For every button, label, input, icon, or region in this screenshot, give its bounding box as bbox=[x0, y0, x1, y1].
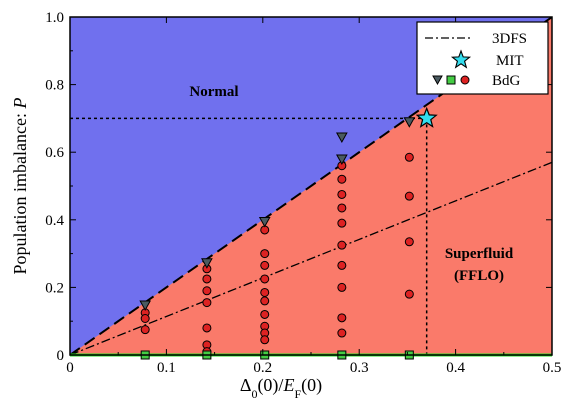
legend-bdg-circle bbox=[460, 75, 470, 85]
bdg-triangle-point bbox=[335, 132, 348, 144]
legend-mit-star bbox=[450, 49, 472, 69]
y-tick-label: 0.4 bbox=[45, 213, 64, 229]
axes: 0 0.1 0.2 0.3 0.4 0.5 0 0.2 0.4 0.6 0.8 1.0 Δ0(0)/EF… bbox=[10, 10, 561, 401]
legend-bdg-square bbox=[446, 75, 456, 85]
bdg-circle-point bbox=[337, 218, 347, 228]
bdg-circle-point bbox=[404, 237, 414, 247]
bdg-circle-point bbox=[140, 313, 150, 323]
y-tick-label: 0.2 bbox=[45, 280, 64, 296]
x-tick-label: 0 bbox=[66, 360, 74, 376]
y-tick-label: 1.0 bbox=[45, 10, 64, 26]
bdg-triangle-point bbox=[201, 258, 213, 269]
legend-3dfs-label: 3DFS bbox=[492, 31, 527, 47]
y-tick-label: 0 bbox=[57, 348, 65, 364]
bdg-circle-point bbox=[337, 240, 347, 250]
bdg-circle-point bbox=[337, 282, 347, 292]
bdg-circle-point bbox=[337, 174, 347, 184]
bdg-circle-point bbox=[202, 298, 212, 308]
bdg-circle-point bbox=[260, 296, 270, 306]
bdg-circle-point bbox=[337, 203, 347, 213]
legend-bdg-label: BdG bbox=[492, 73, 521, 89]
bdg-circle-point bbox=[260, 260, 270, 270]
bdg-circle-point bbox=[404, 152, 414, 162]
x-axis-title: Δ0(0)/EF(0) bbox=[240, 375, 322, 401]
bdg-triangle-point bbox=[139, 300, 152, 312]
superfluid-region-label: Superfluid bbox=[445, 246, 514, 262]
bdg-circle-point bbox=[202, 274, 212, 284]
bdg-triangle-point bbox=[403, 117, 416, 128]
bdg-circle-point bbox=[337, 260, 347, 270]
bdg-circle-point bbox=[337, 189, 347, 199]
bdg-circle-point bbox=[337, 313, 347, 323]
y-tick-label: 0.8 bbox=[45, 78, 64, 94]
x-tick-label: 0.5 bbox=[543, 360, 562, 376]
bdg-circle-point bbox=[337, 328, 347, 338]
bdg-circle-point bbox=[202, 286, 212, 296]
legend: 3DFS MIT BdG bbox=[416, 21, 549, 95]
bdg-circle-point bbox=[260, 249, 270, 259]
three-dfs-line bbox=[69, 161, 553, 356]
bdg-circle-point bbox=[404, 289, 414, 299]
fflo-region-label: (FFLO) bbox=[454, 268, 504, 284]
y-axis-title: Population imbalance: P bbox=[10, 98, 30, 275]
bdg-circle-point bbox=[140, 325, 150, 335]
bdg-circle-point bbox=[260, 274, 270, 284]
x-tick-label: 0.4 bbox=[446, 360, 465, 376]
bdg-circle-point bbox=[404, 191, 414, 201]
legend-mit-label: MIT bbox=[496, 53, 524, 69]
legend-bdg-triangle bbox=[432, 75, 443, 86]
mit-star-point bbox=[415, 106, 438, 128]
bdg-circle-point bbox=[260, 287, 270, 297]
x-tick-label: 0.2 bbox=[253, 360, 272, 376]
x-tick-label: 0.1 bbox=[157, 360, 176, 376]
y-tick-label: 0.6 bbox=[45, 145, 64, 161]
bdg-triangle-point bbox=[258, 216, 271, 228]
x-tick-label: 0.3 bbox=[350, 360, 369, 376]
bdg-circle-point bbox=[260, 309, 270, 319]
bdg-triangle-point bbox=[335, 154, 348, 165]
normal-region-label: Normal bbox=[189, 84, 238, 100]
bdg-circle-point bbox=[260, 335, 270, 345]
bdg-circle-point bbox=[202, 323, 212, 333]
